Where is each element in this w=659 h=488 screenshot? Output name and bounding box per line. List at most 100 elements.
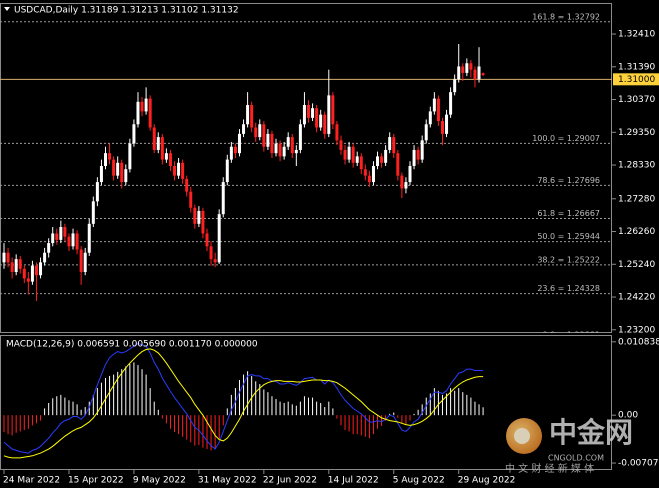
candle-body: [396, 153, 400, 176]
candle-body: [242, 124, 246, 134]
candle-body: [416, 149, 420, 160]
candle-body: [286, 137, 290, 147]
x-tick-label: 29 Aug 2022: [458, 476, 516, 486]
candle-body: [140, 101, 144, 112]
candle-body: [91, 201, 95, 224]
level-label: 0.0 = 1.22881: [542, 331, 600, 340]
candle-body: [83, 252, 87, 272]
candle-body: [294, 149, 298, 154]
y-tick-label: 1.32410: [618, 30, 655, 40]
candle-body: [209, 246, 213, 260]
main-panel: 161.8 = 1.32792 100.0 = 1.29007 78.6 = 1.2…: [0, 12, 612, 340]
candle-body: [400, 175, 404, 189]
candle-body: [205, 233, 209, 247]
candle-body: [26, 278, 30, 282]
candle-body: [331, 95, 335, 125]
menu-arrow[interactable]: [4, 7, 10, 11]
candle-body: [282, 146, 286, 157]
candle-body: [124, 169, 128, 183]
candle-body: [473, 69, 477, 80]
candle-body: [160, 137, 164, 160]
candle-body: [246, 105, 250, 125]
watermark-site: CNGOLD.COM: [548, 454, 604, 463]
candle-body: [347, 146, 351, 160]
candle-body: [30, 265, 34, 282]
candle-body: [339, 140, 343, 150]
candle-body: [237, 133, 241, 154]
candle-body: [449, 92, 453, 115]
candle-body: [327, 95, 331, 134]
level-label: 38.2 = 1.25222: [537, 255, 600, 264]
macd-panel: [3, 342, 484, 459]
candle-body: [367, 175, 371, 183]
x-tick-label: 31 May 2022: [198, 476, 257, 486]
candle-body: [307, 105, 310, 118]
candle-body: [99, 166, 103, 183]
watermark: 中金网 CNGOLD.COM 中 文 财 经 新 媒 体: [505, 416, 633, 475]
y-tick-label: 1.28330: [618, 161, 655, 171]
candle-body: [290, 137, 294, 154]
macd-panel-frame: [0, 335, 612, 470]
candle-body: [384, 149, 388, 163]
candle-body: [392, 137, 396, 154]
candle-body: [14, 259, 18, 272]
candle-body: [278, 143, 282, 157]
candle-body: [266, 133, 270, 147]
candle-body: [254, 127, 258, 138]
main-panel-frame: [0, 3, 612, 333]
candle-body: [173, 166, 177, 176]
candle-body: [388, 137, 392, 150]
watermark-logo-inner: [514, 428, 530, 444]
candle-body: [116, 162, 120, 176]
candle-body: [408, 166, 412, 183]
candle-body: [380, 156, 384, 163]
candle-body: [481, 73, 485, 76]
candle-body: [156, 137, 160, 150]
candle-body: [262, 124, 266, 147]
candle-body: [424, 124, 428, 141]
x-tick-label: 24 Mar 2022: [3, 476, 60, 486]
candle-body: [18, 259, 22, 269]
y-tick-label: 1.24220: [618, 293, 655, 303]
candle-body: [461, 66, 465, 73]
candle-body: [221, 182, 225, 215]
y-tick-label: 0.00: [618, 411, 638, 421]
candle-body: [2, 252, 6, 263]
candle-body: [420, 140, 424, 160]
candle-body: [197, 210, 201, 224]
macd-line: [3, 348, 484, 459]
candle-body: [258, 124, 262, 138]
level-label: 61.8 = 1.26667: [537, 209, 600, 218]
candle-body: [302, 105, 306, 125]
candle-body: [34, 265, 38, 276]
y-tick-label: 1.23200: [618, 325, 655, 335]
y-tick-label: 1.30370: [618, 95, 655, 105]
level-label: 23.6 = 1.24328: [537, 284, 600, 293]
candle-body: [185, 178, 189, 192]
candle-body: [152, 127, 156, 150]
candle-body: [335, 124, 339, 141]
candle-body: [164, 153, 168, 160]
candle-body: [95, 182, 99, 202]
candle-body: [432, 98, 436, 112]
level-label: 78.6 = 1.27696: [537, 176, 600, 185]
y-tick-label: 1.27280: [618, 194, 655, 204]
candle-body: [323, 114, 327, 134]
y-tick-label: 1.25240: [618, 260, 655, 270]
level-label: 100.0 = 1.29007: [532, 134, 600, 143]
candle-body: [108, 153, 112, 160]
candle-body: [177, 162, 181, 176]
candle-body: [453, 79, 457, 93]
candle-body: [51, 233, 55, 244]
price-line-label-bg: [613, 73, 659, 86]
candle-body: [132, 124, 136, 144]
candle-body: [363, 169, 367, 176]
candle-body: [104, 153, 107, 167]
candle-body: [270, 133, 274, 154]
level-label: 50.0 = 1.25944: [537, 232, 600, 241]
candle-body: [201, 210, 205, 234]
axes: 1.32410 1.31390 1.30370 1.29350 1.28330 1.272…: [3, 30, 659, 486]
watermark-brand: 中金网: [549, 416, 633, 449]
